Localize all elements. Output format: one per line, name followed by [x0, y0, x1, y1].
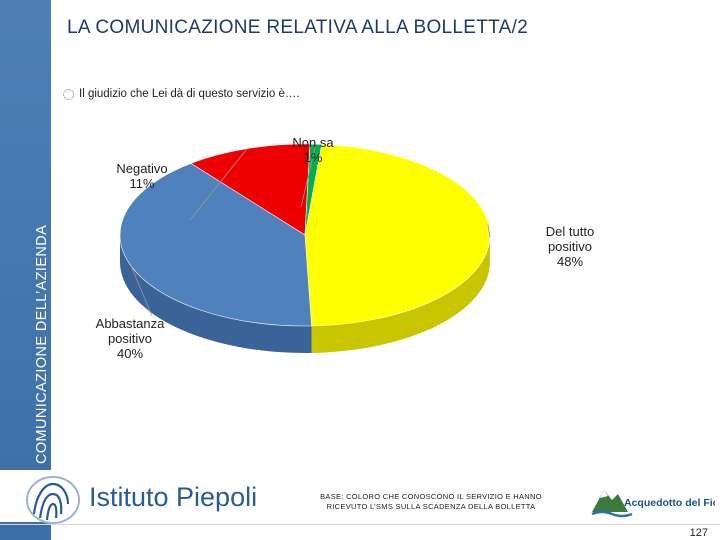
slice-percent: 11%: [129, 176, 154, 191]
divider: [0, 524, 720, 525]
pie-chart: Del tutto positivo 48%Abbastanza positivo 40…: [96, 135, 595, 361]
slice-label: Del tutto positivo 48%: [546, 224, 594, 269]
leader-line: [300, 144, 317, 208]
slice-label: Non sa 1%: [292, 135, 334, 165]
partner-name: Acquedotto del Fiora: [624, 497, 715, 509]
slice-label-line: positivo: [108, 331, 152, 346]
leader-line: [487, 223, 491, 238]
page-number: 127: [689, 527, 708, 539]
mountain-water-logo-icon: Acquedotto del Fiora: [591, 490, 715, 518]
base-note-line-1: BASE: COLORO CHE CONOSCONO IL SERVIZIO E…: [320, 492, 542, 501]
pie-slice: [304, 143, 322, 236]
sidebar: COMUNICAZIONE DELL’AZIENDA: [0, 0, 51, 540]
slice-label: Abbastanza positivo 40%: [96, 316, 165, 361]
question-text: Il giudizio che Lei dà di questo servizi…: [79, 88, 300, 100]
leader-line: [189, 148, 248, 221]
piepoli-spiral-logo-icon: [26, 476, 80, 524]
slice-label-line: Del tutto: [546, 224, 594, 239]
brand-name: Istituto Piepoli: [89, 482, 258, 512]
base-note-line-2: RICEVUTO L’SMS SULLA SCADENZA DELLA BOLL…: [326, 502, 536, 511]
sidebar-label: COMUNICAZIONE DELL’AZIENDA: [34, 224, 50, 464]
pie-sides: [120, 235, 490, 353]
slice-percent: 40%: [117, 346, 143, 361]
slice-label-line: Abbastanza: [96, 316, 165, 331]
slice-label-line: Non sa: [292, 135, 334, 150]
slide-title: LA COMUNICAZIONE RELATIVA ALLA BOLLETTA/…: [67, 17, 529, 38]
pie-slice-side: [311, 235, 490, 353]
slice-label-line: positivo: [548, 239, 592, 254]
slice-percent: 1%: [304, 150, 323, 165]
dotted-circle-icon: [63, 88, 74, 100]
pie-slice: [119, 162, 312, 327]
leader-line: [130, 266, 153, 317]
question-line: Il giudizio che Lei dà di questo servizi…: [63, 88, 300, 100]
slice-label-line: Negativo: [116, 161, 167, 176]
pie-slice-side: [120, 235, 312, 353]
slice-percent: 48%: [557, 254, 583, 269]
base-note: BASE: COLORO CHE CONOSCONO IL SERVIZIO E…: [296, 492, 566, 512]
slice-label: Negativo 11%: [116, 161, 167, 191]
